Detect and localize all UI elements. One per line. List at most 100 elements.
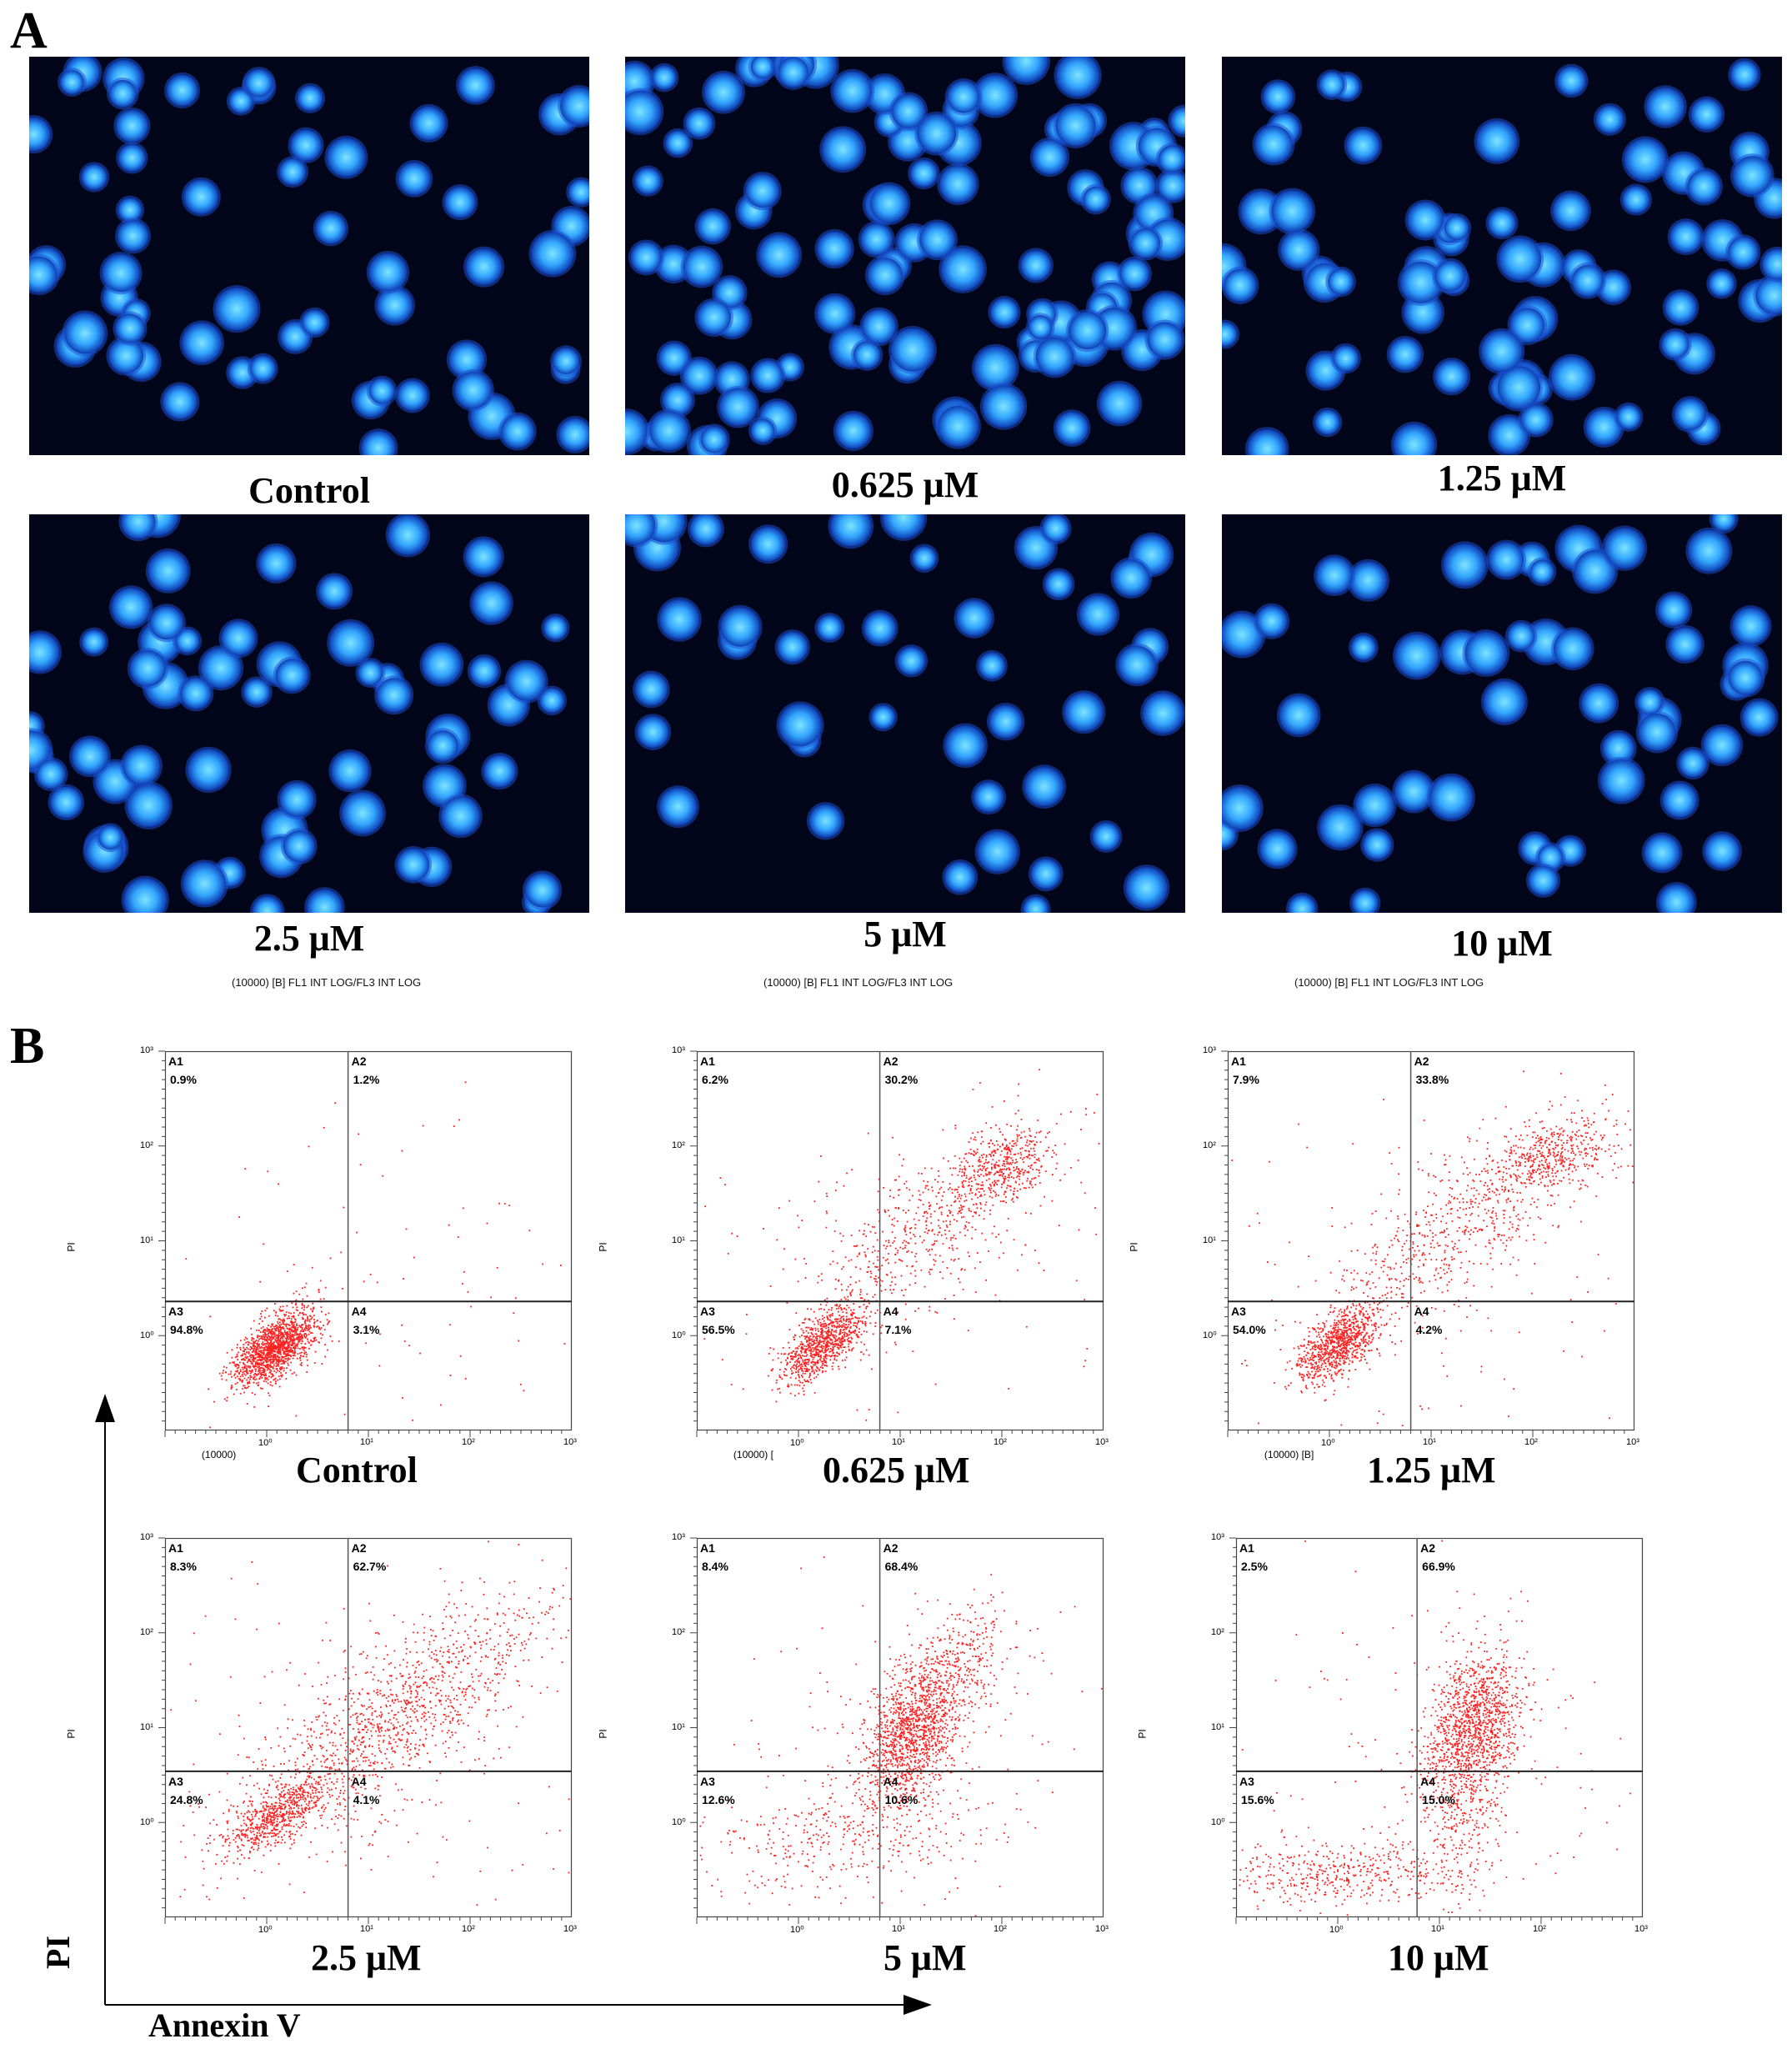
flow-plot-5: A1 8.4% A2 68.4% A3 12.6% A4 10.6% 10³ 10² 10¹ 10⁰ 1… (598, 1532, 1109, 1935)
y-tick-label: 10² (1203, 1140, 1216, 1150)
y-tick-label: 10² (140, 1140, 153, 1150)
y-tick-label: 10⁰ (672, 1330, 686, 1341)
x-tick-label: 10³ (1095, 1924, 1109, 1934)
quadrant-id-a1: A1 (700, 1055, 715, 1068)
plot-frame (164, 1050, 573, 1431)
quadrant-id-a3: A3 (168, 1774, 183, 1788)
y-tick-label: 10⁰ (672, 1817, 686, 1828)
y-tick-label: 10² (672, 1140, 685, 1150)
y-tick-label: 10³ (140, 1532, 153, 1542)
quadrant-percent-a1: 2.5% (1241, 1560, 1268, 1573)
dot-cloud (185, 1081, 566, 1429)
quadrant-id-a2: A2 (883, 1541, 899, 1555)
dot-cloud (1239, 1540, 1631, 1916)
flow-plot-2: A1 6.2% A2 30.2% A3 56.5% A4 7.1% 10³ 10² 10¹ 10⁰ 10… (598, 1045, 1109, 1460)
x-tick-label: 10⁰ (258, 1925, 273, 1935)
micrograph-label-3: 1.25 μM (1437, 458, 1567, 498)
y-arrowhead (95, 1394, 115, 1422)
x-tick-label: 10³ (563, 1924, 577, 1934)
dot-cloud (170, 1541, 572, 1906)
quadrant-percent-a3: 24.8% (170, 1792, 203, 1806)
quadrant-id-a1: A1 (1239, 1541, 1254, 1555)
quadrant-percent-a4: 7.1% (884, 1323, 912, 1337)
quadrant-id-a3: A3 (1239, 1774, 1254, 1788)
x-tick-label: 10⁰ (258, 1438, 273, 1448)
quadrant-percent-a2: 62.7% (353, 1560, 387, 1573)
quadrant-id-a4: A4 (883, 1305, 899, 1319)
x-tick-label: 10⁰ (790, 1438, 804, 1448)
quadrant-percent-a2: 30.2% (884, 1073, 919, 1086)
flow-plot-6: A1 2.5% A2 66.9% A3 15.6% A4 15.0% 10³ 10² 10¹ 10⁰ 1… (1137, 1532, 1648, 1935)
flow-caption-3: (10000) [B] FL1 INT LOG/FL3 INT LOG (1294, 976, 1484, 989)
quadrant-percent-a1: 7.9% (1233, 1073, 1259, 1086)
y-tick-label: 10² (1211, 1626, 1224, 1637)
plot-frame (1235, 1537, 1644, 1918)
x-axis-title: Annexin V (148, 2006, 301, 2044)
y-tick-label: 10¹ (140, 1721, 153, 1732)
micrograph-label-5: 5 μM (863, 914, 947, 954)
quadrant-percent-a1: 0.9% (170, 1073, 197, 1086)
quadrant-id-a3: A3 (700, 1774, 715, 1788)
x-tick-label: 10² (994, 1437, 1007, 1447)
micrograph-2 (625, 57, 1185, 455)
quadrant-percent-a3: 12.6% (702, 1792, 735, 1806)
dot-cloud (703, 1069, 1100, 1421)
quadrant-id-a3: A3 (700, 1305, 715, 1319)
x-tick-label: 10⁰ (790, 1925, 804, 1935)
quadrant-id-a1: A1 (168, 1541, 183, 1555)
x-tick-label: 10² (994, 1924, 1007, 1934)
plot-frame (164, 1537, 573, 1918)
x-tick-label: 10³ (1626, 1437, 1639, 1447)
quadrant-percent-a2: 1.2% (353, 1073, 380, 1086)
y-tick-label: 10¹ (672, 1235, 685, 1245)
flow-plot-label-4: 2.5 μM (311, 1937, 422, 1978)
flow-plot-label-5: 5 μM (883, 1937, 967, 1978)
quadrant-id-a4: A4 (1420, 1774, 1436, 1788)
plot-frame (696, 1050, 1104, 1431)
quadrant-id-a2: A2 (1420, 1541, 1436, 1555)
plot-under-caption: (10000) [B] (1264, 1449, 1314, 1460)
flow-plot-label-6: 10 μM (1388, 1937, 1489, 1978)
x-tick-label: 10⁰ (1329, 1925, 1344, 1935)
flow-plot-label-2: 0.625 μM (823, 1450, 970, 1490)
micrograph-label-2: 0.625 μM (831, 464, 979, 505)
x-tick-label: 10¹ (360, 1437, 373, 1447)
quadrant-percent-a2: 66.9% (1422, 1560, 1455, 1573)
quadrant-percent-a1: 6.2% (702, 1073, 728, 1086)
quadrant-percent-a1: 8.3% (170, 1560, 197, 1573)
x-tick-label: 10³ (1095, 1437, 1109, 1447)
plot-frame (696, 1537, 1104, 1918)
quadrant-percent-a3: 15.6% (1241, 1792, 1274, 1806)
micrograph-4 (29, 514, 589, 913)
y-tick-label: 10⁰ (140, 1330, 154, 1341)
quadrant-id-a2: A2 (1414, 1055, 1429, 1068)
y-tick-label: 10³ (672, 1532, 685, 1542)
micrograph-5 (625, 514, 1185, 913)
y-tick-label: 10¹ (1211, 1721, 1224, 1732)
quadrant-id-a4: A4 (883, 1774, 899, 1788)
x-tick-label: 10² (462, 1924, 475, 1934)
y-tick-label: 10³ (672, 1045, 685, 1055)
quadrant-id-a1: A1 (168, 1055, 183, 1068)
x-tick-label: 10² (1533, 1924, 1546, 1934)
y-tick-label: 10³ (1203, 1045, 1216, 1055)
quadrant-percent-a4: 4.2% (1415, 1323, 1443, 1337)
y-tick-label: 10⁰ (140, 1817, 154, 1828)
quadrant-id-a3: A3 (168, 1305, 183, 1319)
micrograph-label-4: 2.5 μM (253, 918, 365, 959)
quadrant-percent-a2: 33.8% (1415, 1073, 1449, 1086)
quadrant-percent-a4: 4.1% (353, 1792, 380, 1806)
flow-caption-1: (10000) [B] FL1 INT LOG/FL3 INT LOG (232, 976, 422, 989)
quadrant-id-a4: A4 (351, 1305, 367, 1319)
flow-plot-label-3: 1.25 μM (1367, 1450, 1496, 1490)
quadrant-percent-a1: 8.4% (702, 1560, 728, 1573)
micrograph-6 (1222, 514, 1782, 913)
x-arrowhead (904, 1995, 932, 2015)
x-tick-label: 10² (462, 1437, 475, 1447)
y-tick-label: 10³ (140, 1045, 153, 1055)
quadrant-percent-a3: 54.0% (1233, 1323, 1266, 1337)
x-tick-label: 10⁰ (1321, 1438, 1335, 1448)
y-tick-label: 10⁰ (1211, 1817, 1225, 1828)
plot-under-caption: (10000) [ (733, 1449, 773, 1460)
